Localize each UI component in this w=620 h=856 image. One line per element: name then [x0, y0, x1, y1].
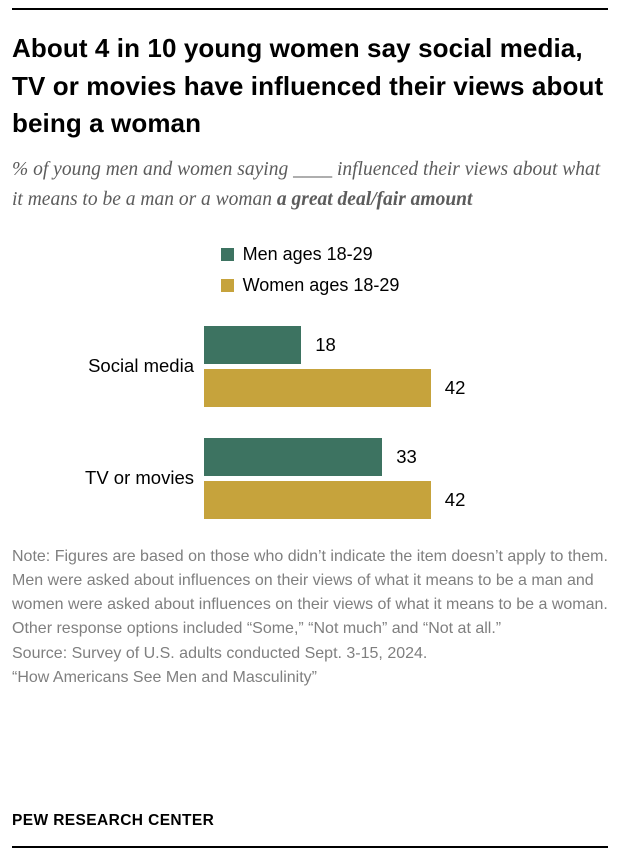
category-label-social-media: Social media [88, 355, 194, 376]
bottom-rule [12, 846, 608, 848]
bar-men-social-media [204, 325, 302, 364]
value-label-men-tv-movies: 33 [396, 445, 417, 467]
legend-swatch-women-icon [220, 278, 234, 292]
page-title: About 4 in 10 young women say social med… [12, 33, 604, 139]
legend-label-women: Women ages 18-29 [242, 274, 400, 295]
value-label-men-social-media: 18 [315, 333, 336, 355]
bars-tv-movies: 33 42 [204, 437, 608, 519]
legend-item-men: Men ages 18-29 [220, 243, 400, 265]
category-label-tv-movies: TV or movies [85, 467, 194, 488]
bar-women-social-media [204, 368, 431, 407]
value-label-women-social-media: 42 [444, 376, 466, 398]
chart-notes: Note: Figures are based on those who did… [12, 545, 608, 691]
note-text: Note: Figures are based on those who did… [12, 547, 608, 638]
report-title-text: “How Americans See Men and Masculinity” [12, 669, 318, 687]
footer: PEW RESEARCH CENTER [12, 812, 608, 848]
chart-group-social-media: Social media 18 42 [12, 325, 608, 407]
bars-social-media: 18 42 [204, 325, 608, 407]
value-label-women-tv-movies: 42 [444, 488, 466, 510]
legend: Men ages 18-29 Women ages 18-29 [220, 243, 400, 296]
bar-row-women-tv-movies: 42 [204, 480, 608, 519]
bar-row-men-tv-movies: 33 [204, 437, 608, 476]
bar-row-women-social-media: 42 [204, 368, 608, 407]
bar-row-men-social-media: 18 [204, 325, 608, 364]
chart-subtitle-regular: % of young men and women saying ____ inf… [12, 159, 601, 211]
legend-label-men: Men ages 18-29 [242, 243, 373, 264]
bar-chart: Social media 18 42 TV or movies 33 [12, 325, 608, 519]
chart-subtitle: % of young men and women saying ____ inf… [12, 155, 608, 215]
source-text: Source: Survey of U.S. adults conducted … [12, 644, 428, 662]
bar-women-tv-movies [204, 480, 431, 519]
chart-group-tv-movies: TV or movies 33 42 [12, 437, 608, 519]
legend-item-women: Women ages 18-29 [220, 274, 400, 296]
chart-subtitle-emphasis: a great deal/fair amount [276, 189, 473, 211]
bar-men-tv-movies [204, 437, 383, 476]
footer-brand: PEW RESEARCH CENTER [12, 812, 215, 829]
legend-swatch-men-icon [220, 247, 234, 261]
top-rule [12, 8, 608, 10]
